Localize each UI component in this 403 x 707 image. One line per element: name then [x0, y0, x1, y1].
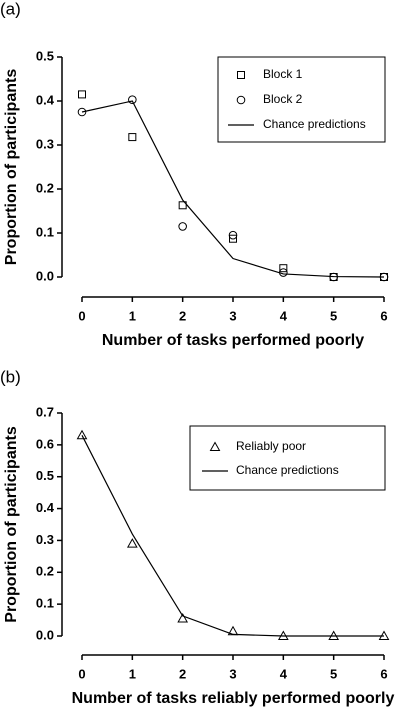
- legend-box: [189, 425, 386, 491]
- marker-square: [237, 71, 245, 79]
- marker-circle: [228, 230, 238, 240]
- marker-triangle: [177, 612, 189, 623]
- x-tick-label: 6: [380, 666, 387, 681]
- marker-circle: [77, 107, 87, 117]
- x-tick-label: 5: [330, 666, 337, 681]
- x-tick-label: 2: [179, 308, 186, 323]
- marker-triangle: [209, 441, 221, 451]
- marker-square: [78, 90, 86, 99]
- x-tick-label: 2: [179, 666, 186, 681]
- marker-square: [279, 264, 288, 273]
- marker-square: [128, 133, 137, 142]
- x-tick-label: 0: [78, 666, 85, 681]
- y-tick-label: 0.3: [36, 136, 54, 151]
- y-tick-label: 0.2: [36, 564, 54, 579]
- x-tick-label: 3: [229, 666, 236, 681]
- y-axis-label: Proportion of participants: [3, 69, 20, 266]
- legend-label: Block 2: [263, 92, 303, 106]
- marker-triangle: [76, 429, 88, 440]
- line: [81, 100, 385, 278]
- marker-square: [178, 201, 187, 210]
- legend-box: [217, 56, 386, 143]
- x-tick-label: 1: [129, 666, 136, 681]
- x-tick-label: 3: [229, 308, 236, 323]
- y-tick-label: 0.1: [36, 224, 54, 239]
- x-tick-label: 1: [129, 308, 136, 323]
- panel-label: (a): [0, 0, 21, 18]
- legend-label: Chance predictions: [263, 117, 366, 131]
- x-axis-label: Number of tasks performed poorly: [102, 332, 364, 349]
- y-axis-label: Proportion of participants: [3, 426, 20, 623]
- y-tick-label: 0.0: [36, 268, 54, 283]
- y-tick-label: 0.5: [36, 48, 54, 63]
- x-tick-label: 0: [78, 308, 85, 323]
- marker-circle: [178, 222, 187, 231]
- panel-label: (b): [0, 367, 21, 386]
- y-tick-label: 0.1: [36, 596, 54, 611]
- x-tick-label: 4: [280, 308, 288, 323]
- y-tick-label: 0.2: [36, 180, 54, 195]
- x-axis-label: Number of tasks reliably performed poorl…: [72, 690, 395, 707]
- y-tick-label: 0.6: [36, 436, 54, 451]
- y-tick-label: 0.7: [36, 404, 54, 419]
- x-tick-label: 4: [280, 666, 288, 681]
- x-tick-label: 5: [330, 308, 337, 323]
- y-tick-label: 0.4: [36, 92, 55, 107]
- marker-square: [229, 234, 237, 243]
- y-tick-label: 0.3: [36, 532, 54, 547]
- legend-label: Reliably poor: [236, 439, 306, 453]
- marker-triangle: [126, 538, 138, 548]
- x-tick-label: 6: [380, 308, 387, 323]
- y-tick-label: 0.4: [36, 500, 55, 515]
- y-tick-label: 0.5: [36, 468, 54, 483]
- legend-label: Block 1: [263, 67, 303, 81]
- line: [81, 435, 384, 637]
- legend-label: Chance predictions: [236, 463, 339, 477]
- marker-circle: [236, 95, 246, 105]
- marker-circle: [128, 95, 137, 104]
- y-tick-label: 0.0: [36, 627, 54, 642]
